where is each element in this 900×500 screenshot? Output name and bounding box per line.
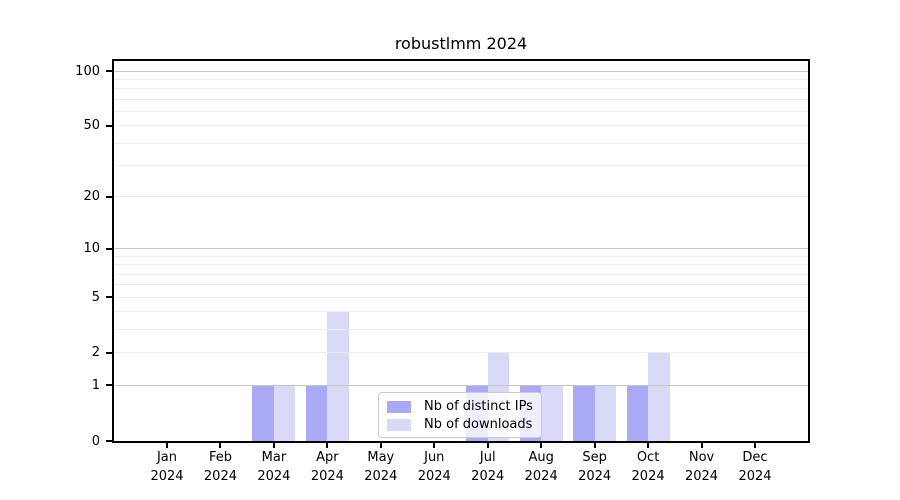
- y-tick-20: [106, 195, 112, 198]
- x-tick-label-may: May 2024: [364, 450, 398, 484]
- x-tick-jun: [433, 443, 436, 448]
- gridline-minor-5: [114, 296, 808, 298]
- x-tick-label-dec: Dec 2024: [738, 450, 772, 484]
- gridline-major-10: [114, 248, 808, 250]
- gridline-minor-70: [114, 98, 808, 100]
- x-tick-apr: [326, 443, 329, 448]
- y-tick-label-10: 10: [83, 241, 100, 257]
- x-tick-nov: [700, 443, 703, 448]
- gridline-minor-30: [114, 165, 808, 167]
- x-tick-label-nov: Nov 2024: [684, 450, 719, 484]
- x-tick-label-jan: Jan 2024: [150, 450, 184, 484]
- plot-area: [112, 59, 810, 443]
- y-tick-label-5: 5: [91, 289, 100, 305]
- bar-oct-distinct-ips: [626, 385, 649, 441]
- gridline-major-1: [114, 384, 808, 386]
- x-tick-label-jul: Jul 2024: [471, 450, 505, 484]
- downloads-swatch: [387, 419, 411, 431]
- legend-label: Nb of downloads: [424, 417, 533, 432]
- distinct-ips-swatch: [387, 401, 411, 413]
- y-tick-label-100: 100: [75, 63, 100, 79]
- y-tick-label-2: 2: [91, 345, 100, 361]
- y-tick-50: [106, 124, 112, 127]
- gridline-minor-9: [114, 255, 808, 257]
- x-tick-dec: [754, 443, 756, 448]
- x-tick-sep: [593, 443, 596, 448]
- y-tick-1: [106, 384, 112, 387]
- y-tick-label-0: 0: [91, 433, 100, 449]
- gridline-minor-3: [114, 329, 808, 331]
- gridline-minor-40: [114, 142, 808, 144]
- legend-item-downloads: Nb of downloads: [387, 416, 533, 434]
- bar-mar-downloads: [273, 385, 296, 441]
- gridline-minor-6: [114, 284, 808, 286]
- gridline-minor-90: [114, 78, 808, 80]
- y-tick-label-50: 50: [83, 118, 100, 134]
- gridline-minor-7: [114, 273, 808, 275]
- y-tick-label-20: 20: [83, 189, 100, 205]
- y-tick-100: [106, 70, 112, 72]
- legend-item-distinct-ips: Nb of distinct IPs: [387, 398, 533, 416]
- x-tick-label-apr: Apr 2024: [310, 450, 344, 484]
- x-tick-mar: [272, 443, 275, 448]
- gridline-minor-80: [114, 88, 808, 90]
- bar-oct-downloads: [648, 352, 670, 441]
- gridline-minor-20: [114, 196, 808, 198]
- bar-sep-distinct-ips: [573, 385, 595, 441]
- x-tick-label-oct: Oct 2024: [631, 450, 665, 484]
- x-tick-label-aug: Aug 2024: [524, 450, 558, 484]
- bar-apr-distinct-ips: [305, 385, 328, 441]
- x-tick-jan: [166, 443, 168, 448]
- y-tick-10: [106, 247, 112, 250]
- bar-sep-downloads: [594, 385, 617, 441]
- legend-label: Nb of distinct IPs: [424, 399, 533, 414]
- gridline-minor-4: [114, 311, 808, 313]
- y-tick-0: [106, 440, 112, 442]
- x-tick-may: [379, 443, 382, 448]
- bar-apr-downloads: [327, 311, 349, 441]
- x-tick-jul: [486, 443, 489, 448]
- gridline-major-100: [114, 70, 808, 72]
- x-tick-label-jun: Jun 2024: [417, 450, 451, 484]
- y-tick-5: [106, 296, 112, 299]
- chart-title: robustlmm 2024: [394, 34, 528, 53]
- x-tick-label-feb: Feb 2024: [203, 450, 237, 484]
- x-tick-label-sep: Sep 2024: [578, 450, 612, 484]
- x-tick-aug: [540, 443, 543, 448]
- x-tick-oct: [647, 443, 650, 448]
- x-tick-feb: [219, 443, 222, 448]
- gridline-minor-60: [114, 110, 808, 112]
- y-tick-label-1: 1: [91, 377, 100, 393]
- y-tick-2: [106, 351, 112, 354]
- legend: Nb of distinct IPs Nb of downloads: [378, 392, 542, 438]
- gridline-minor-2: [114, 352, 808, 354]
- bar-aug-downloads: [541, 385, 563, 441]
- x-tick-label-mar: Mar 2024: [257, 450, 291, 484]
- bar-mar-distinct-ips: [252, 385, 274, 441]
- gridline-minor-50: [114, 125, 808, 127]
- gridline-minor-8: [114, 264, 808, 266]
